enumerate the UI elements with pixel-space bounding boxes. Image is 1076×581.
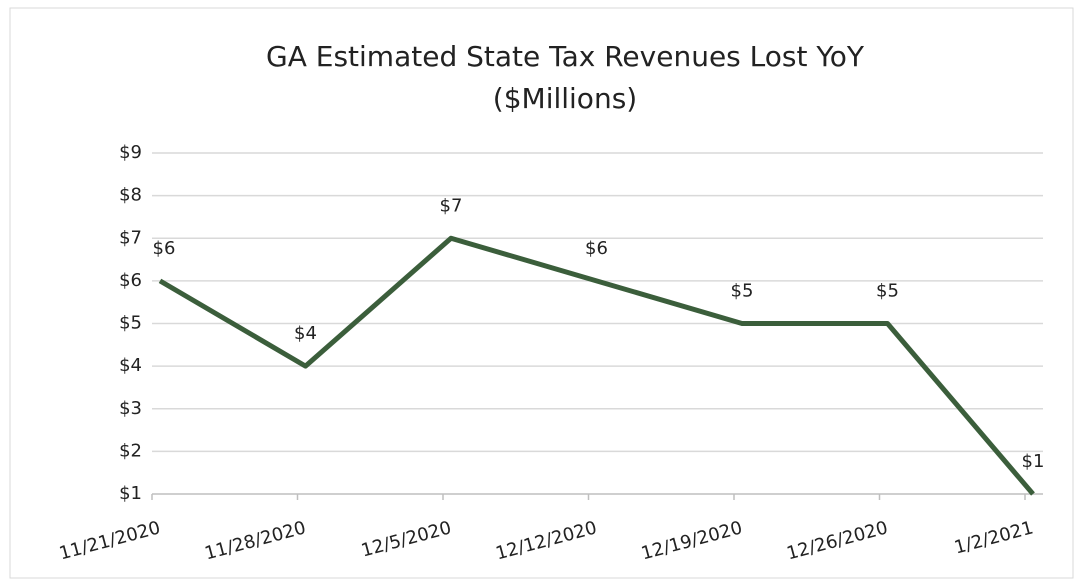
y-tick-label: $7: [119, 227, 142, 248]
data-label: $6: [153, 238, 176, 259]
data-label: $5: [876, 281, 899, 302]
data-label: $5: [731, 281, 754, 302]
y-tick-label: $2: [119, 440, 142, 461]
y-tick-label: $5: [119, 313, 142, 334]
y-tick-label: $8: [119, 185, 142, 206]
chart-border: [9, 7, 1074, 579]
y-tick-label: $4: [119, 355, 142, 376]
chart-subtitle: ($Millions): [493, 82, 637, 115]
line: [158, 235, 1035, 496]
y-tick-label: $6: [119, 270, 142, 291]
chart-title: GA Estimated State Tax Revenues Lost YoY: [266, 40, 865, 73]
y-tick-label: $3: [119, 398, 142, 419]
y-tick-label: $1: [119, 483, 142, 504]
data-label: $7: [440, 195, 463, 216]
y-tick-label: $9: [119, 142, 142, 163]
data-label: $4: [294, 323, 317, 344]
data-label: $6: [585, 238, 608, 259]
data-label: $1: [1022, 451, 1045, 472]
